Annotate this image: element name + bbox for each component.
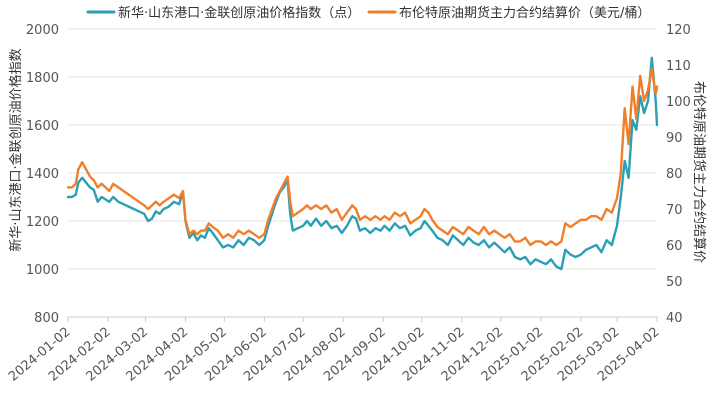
y-left-axis-title: 新华·山东港口·金联创原油价格指数 (8, 48, 24, 251)
y-right-tick-label: 70 (666, 203, 683, 218)
x-tick-labels: 2024-01-022024-02-022024-03-022024-04-02… (6, 317, 663, 385)
y-right-tick-label: 110 (666, 59, 691, 74)
series-layer (66, 56, 659, 271)
y-left-tick-label: 1400 (26, 167, 59, 182)
y-right-axis-title: 布伦特原油期货主力合约结算价 (691, 81, 707, 263)
gridlines (68, 28, 657, 318)
y-left-tick-label: 1600 (26, 119, 59, 134)
y-right-tick-label: 120 (666, 23, 691, 38)
y-left-tick-label: 1000 (26, 263, 59, 278)
y-right-tick-label: 80 (666, 167, 683, 182)
legend-label-index: 新华·山东港口·金联创原油价格指数（点） (118, 5, 360, 21)
y-left-tick-label: 2000 (26, 23, 59, 38)
y-right-tick-label: 40 (666, 311, 683, 326)
y-right-tick-label: 90 (666, 131, 683, 146)
legend: 新华·山东港口·金联创原油价格指数（点） 布伦特原油期货主力合约结算价（美元/桶… (86, 5, 650, 21)
y-right-tick-labels: 40 50 60 70 80 90 100 110 120 (666, 23, 691, 326)
y-left-tick-label: 800 (34, 311, 59, 326)
series-line-brent (66, 67, 659, 247)
y-left-tick-label: 1200 (26, 215, 59, 230)
legend-label-brent: 布伦特原油期货主力合约结算价（美元/桶） (399, 5, 650, 21)
series-line-index (66, 56, 659, 271)
y-left-tick-label: 1800 (26, 71, 59, 86)
y-left-tick-labels: 800 1000 1200 1400 1600 1800 2000 (26, 23, 59, 326)
y-right-tick-label: 100 (666, 95, 691, 110)
y-right-tick-label: 60 (666, 239, 683, 254)
y-right-tick-label: 50 (666, 275, 683, 290)
